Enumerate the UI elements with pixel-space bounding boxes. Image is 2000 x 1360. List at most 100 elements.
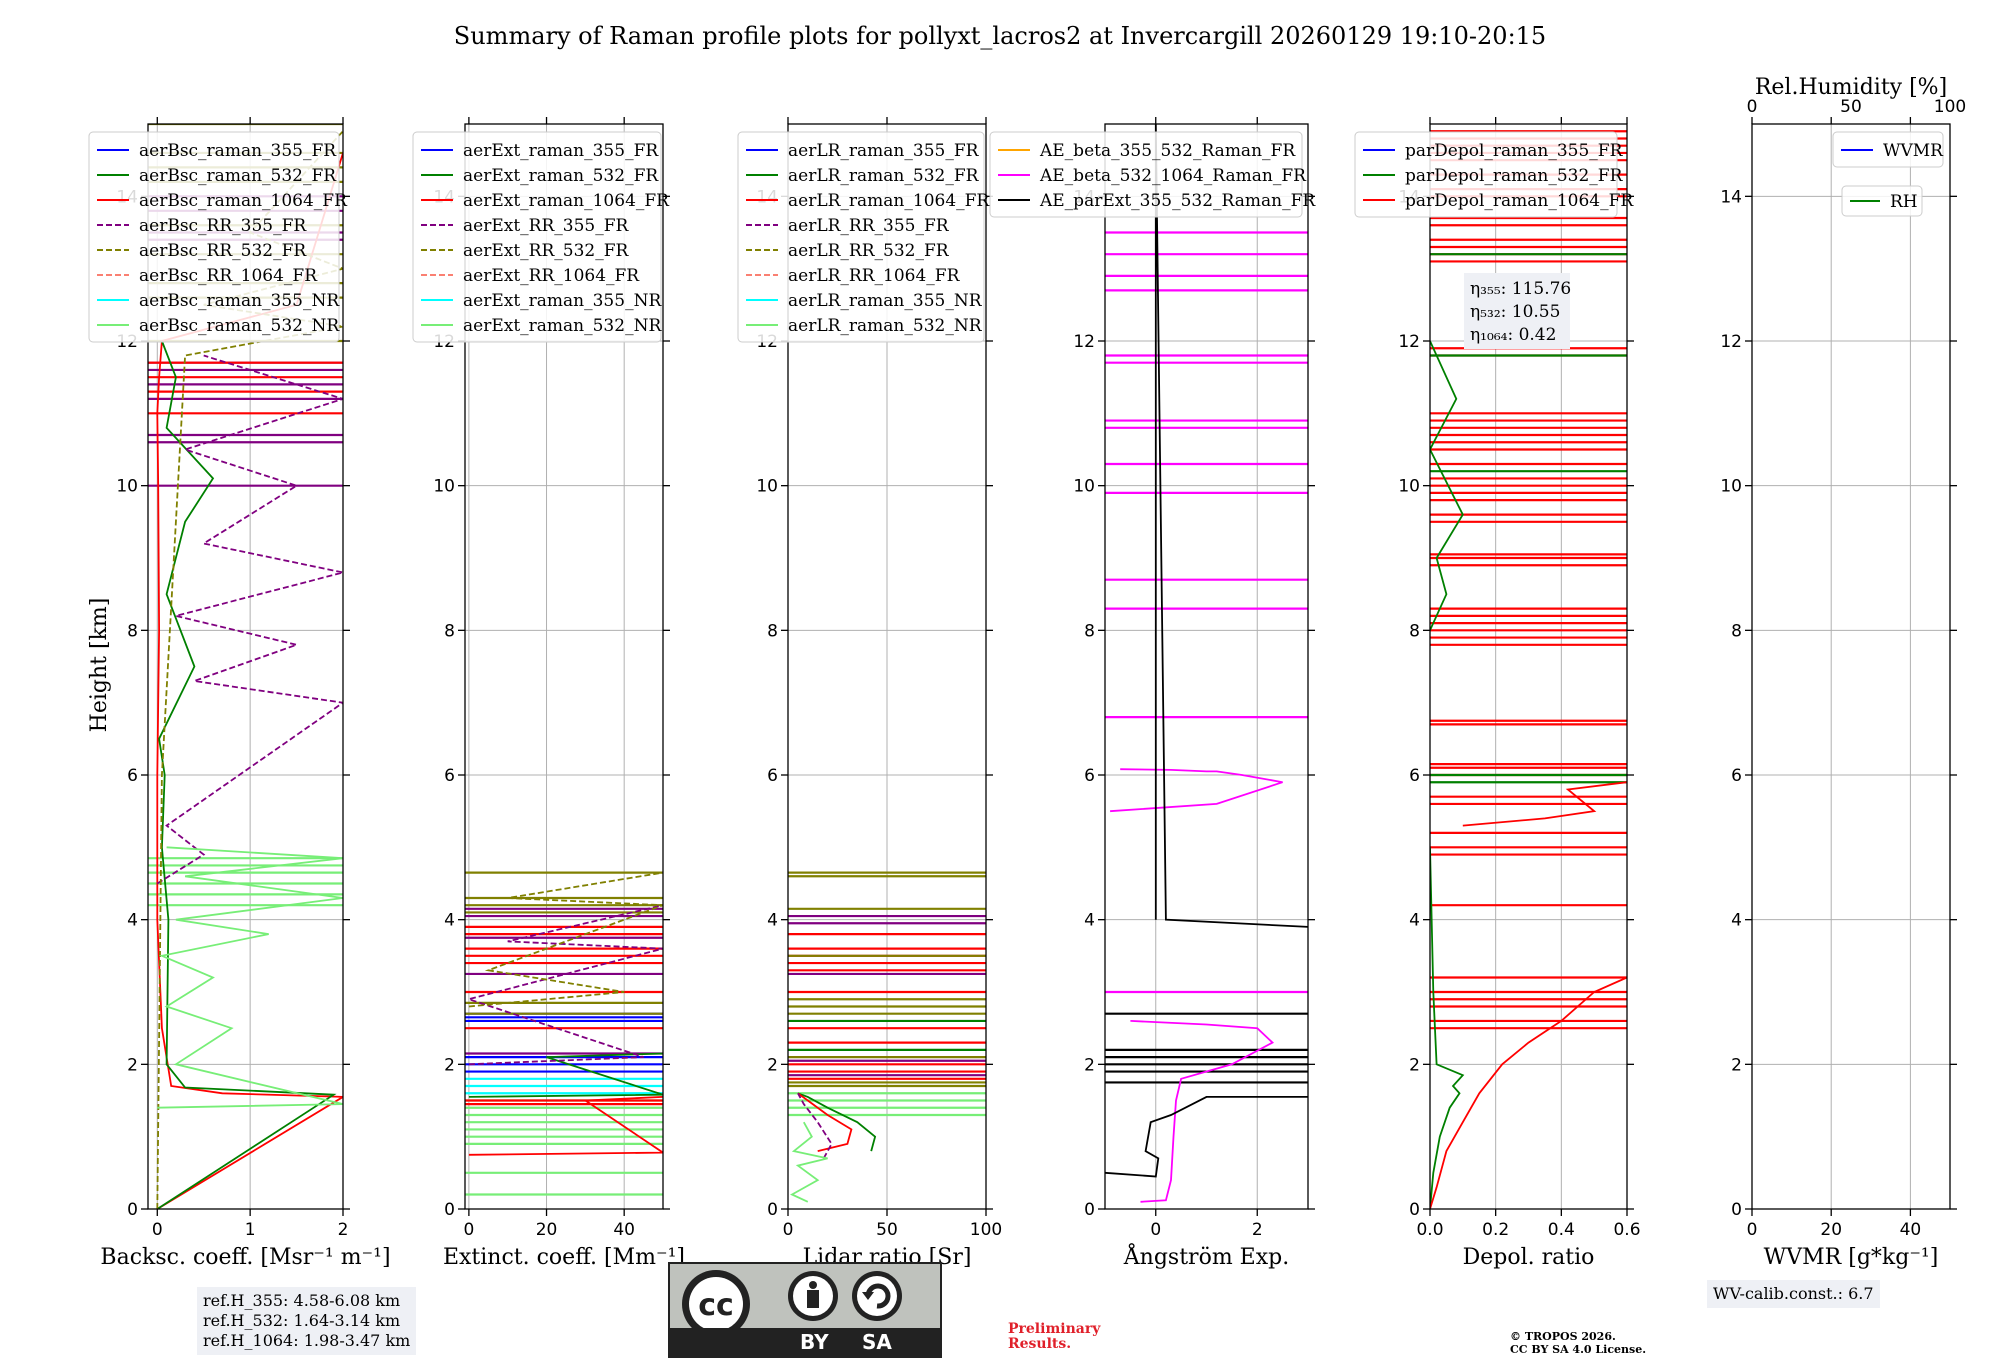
plot-area — [1430, 130, 1627, 1209]
legend-label: aerBsc_RR_1064_FR — [139, 266, 318, 286]
xtick-label: 0 — [152, 1220, 163, 1240]
legend-label: aerBsc_RR_355_FR — [139, 216, 307, 236]
series-line-red — [797, 1092, 853, 1152]
ref-height-355: ref.H_355: 4.58-6.08 km — [203, 1291, 401, 1310]
legend-box — [1832, 131, 1944, 168]
legend-label: aerLR_raman_355_NR — [788, 291, 983, 311]
ytick-label: 2 — [1084, 1055, 1095, 1075]
license-sa-label: SA — [862, 1330, 892, 1354]
legend-box — [1354, 131, 1618, 218]
panel-wvmr: 0 2 4 6 8 10 12 14 0 20 40 WVMR [g*kg⁻¹] 0 50 100Rel.H… — [1720, 75, 1966, 1270]
figure-title: Summary of Raman profile plots for polly… — [454, 22, 1546, 50]
ref-height-1064: ref.H_1064: 1.98-3.47 km — [203, 1331, 411, 1350]
ytick-label: 6 — [1731, 766, 1742, 786]
eta-line: η₅₃₂: 10.55 — [1470, 302, 1560, 322]
legend-label: aerExt_raman_532_NR — [463, 316, 662, 336]
panel-extinction: 0246810121402040Extinct. coeff. [Mm⁻¹]ae… — [412, 117, 685, 1270]
ytick-label: 4 — [1731, 911, 1742, 931]
ytick-label: 12 — [1073, 332, 1095, 352]
copyright-line1: © TROPOS 2026. — [1510, 1330, 1616, 1343]
top-axis-label: Rel.Humidity [%] — [1755, 75, 1947, 100]
legend-box — [989, 131, 1303, 218]
legend-box — [88, 131, 340, 343]
eta-annotation: η₃₅₅: 115.76 η₅₃₂: 10.55 η₁₀₆₄: 0.42 — [1464, 273, 1571, 349]
top-xtick-label: 0 — [1747, 97, 1758, 117]
legend-label: aerLR_raman_1064_FR — [788, 191, 990, 211]
legend-label: aerBsc_raman_532_NR — [139, 316, 340, 336]
xtick-label: 50 — [876, 1220, 898, 1240]
ytick-label: 6 — [767, 766, 778, 786]
series-line-purple — [465, 904, 663, 1066]
license-by-label: BY — [800, 1330, 829, 1354]
top-xtick-label: 100 — [1934, 97, 1966, 117]
ytick-label: 6 — [1084, 766, 1095, 786]
series-line-lightgreen — [157, 846, 343, 1109]
legend-label: aerLR_RR_355_FR — [788, 216, 950, 236]
legend-label: aerLR_RR_532_FR — [788, 241, 950, 261]
ytick-label: 2 — [1731, 1055, 1742, 1075]
legend-box — [737, 131, 985, 343]
xtick-label: 0.4 — [1548, 1220, 1575, 1240]
legend-label: aerExt_raman_532_FR — [463, 166, 659, 186]
ytick-label: 14 — [1720, 187, 1742, 207]
ytick-label: 0 — [1731, 1200, 1742, 1220]
xtick-label: 0.0 — [1416, 1220, 1443, 1240]
ytick-label: 6 — [444, 766, 455, 786]
eta-box — [1464, 273, 1570, 349]
ytick-label: 8 — [1731, 621, 1742, 641]
ytick-label: 2 — [127, 1055, 138, 1075]
series-line-magenta — [1110, 768, 1283, 813]
xtick-label: 40 — [1900, 1220, 1922, 1240]
ytick-label: 2 — [1409, 1055, 1420, 1075]
plot-area — [1105, 124, 1308, 1203]
ytick-label: 4 — [1084, 911, 1095, 931]
ytick-label: 6 — [127, 766, 138, 786]
ytick-label: 10 — [116, 477, 138, 497]
wv-calib-constant: WV-calib.const.: 6.7 — [1713, 1284, 1874, 1303]
top-xtick-label: 50 — [1840, 97, 1862, 117]
x-axis-label: Depol. ratio — [1463, 1245, 1595, 1270]
xtick-label: 20 — [1820, 1220, 1842, 1240]
legend: aerLR_raman_355_FR aerLR_raman_532_FR aerL… — [737, 131, 990, 343]
legend-label: aerBsc_raman_355_FR — [139, 141, 337, 161]
legend-label: aerBsc_raman_355_NR — [139, 291, 340, 311]
series-line-purple — [797, 1092, 833, 1159]
series-line-purple — [156, 354, 343, 885]
legend: aerExt_raman_355_FR aerExt_raman_532_FRae… — [412, 131, 670, 343]
x-axis-label: Ångström Exp. — [1123, 1242, 1289, 1270]
series-line-green — [156, 340, 337, 1209]
panel-backscatter: 02468101214012Backsc. coeff. [Msr⁻¹ m⁻¹]… — [88, 117, 391, 1270]
series-line-olive — [468, 871, 663, 1008]
legend-label: RH — [1890, 192, 1918, 212]
ytick-label: 2 — [444, 1055, 455, 1075]
cc-license-bar: BY SA — [670, 1328, 940, 1356]
legend-label: parDepol_raman_1064_FR — [1405, 191, 1634, 211]
xtick-label: 0.6 — [1613, 1220, 1640, 1240]
preliminary-note: Preliminary Results. — [1008, 1322, 1100, 1352]
ytick-label: 12 — [1720, 332, 1742, 352]
panel-angstrom: 0246810121402Ångström Exp.AE_beta_355_53… — [989, 117, 1316, 1270]
ytick-label: 8 — [1409, 621, 1420, 641]
legend-label: aerExt_raman_1064_FR — [463, 191, 670, 211]
x-axis-label: WVMR [g*kg⁻¹] — [1764, 1245, 1939, 1270]
ytick-label: 8 — [444, 621, 455, 641]
copyright-line2: CC BY SA 4.0 License. — [1510, 1343, 1647, 1356]
ytick-label: 8 — [1084, 621, 1095, 641]
legend-label: aerBsc_raman_532_FR — [139, 166, 337, 186]
ytick-label: 4 — [444, 911, 455, 931]
series-line-green — [1430, 340, 1464, 631]
xtick-label: 0.2 — [1482, 1220, 1509, 1240]
ytick-label: 8 — [767, 621, 778, 641]
ytick-label: 10 — [1720, 477, 1742, 497]
ytick-label: 10 — [1073, 477, 1095, 497]
xtick-label: 0 — [1150, 1220, 1161, 1240]
legend-label: AE_parExt_355_532_Raman_FR — [1039, 191, 1316, 211]
legend-label: AE_beta_532_1064_Raman_FR — [1039, 166, 1307, 186]
ytick-label: 0 — [767, 1200, 778, 1220]
legend-box-rh — [1841, 185, 1923, 217]
ytick-label: 0 — [444, 1200, 455, 1220]
axes-frame — [1104, 123, 1309, 1210]
preliminary-line2: Results. — [1008, 1336, 1072, 1352]
